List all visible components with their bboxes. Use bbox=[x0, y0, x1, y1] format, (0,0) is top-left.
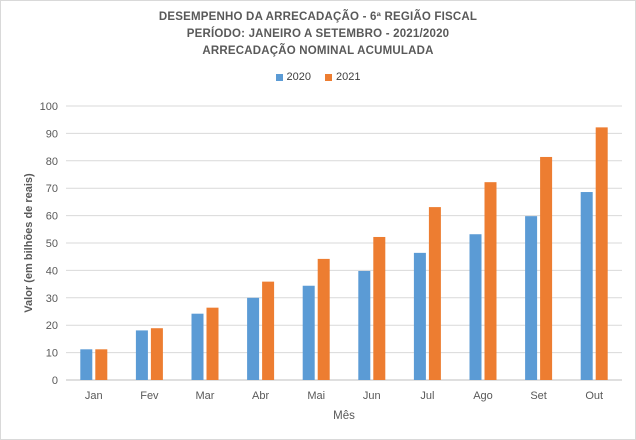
bar-2020-jun bbox=[358, 270, 371, 380]
bar-2021-out bbox=[595, 127, 608, 380]
y-axis-title: Valor (em bilhões de reais) bbox=[23, 173, 35, 313]
bar-2020-set bbox=[525, 216, 538, 380]
chart-legend: 2020 2021 bbox=[0, 71, 636, 83]
y-tick-label: 20 bbox=[46, 320, 58, 332]
x-tick-label: Abr bbox=[252, 390, 269, 402]
y-tick-label: 90 bbox=[46, 128, 58, 140]
bar-2021-jan bbox=[95, 349, 108, 380]
bar-2021-mai bbox=[317, 258, 330, 380]
legend-label-2021: 2021 bbox=[336, 71, 361, 83]
bar-2020-mai bbox=[302, 285, 315, 380]
legend-label-2020: 2020 bbox=[286, 71, 311, 83]
bar-2020-fev bbox=[135, 330, 148, 380]
x-tick-label: Mai bbox=[307, 390, 325, 402]
y-tick-label: 50 bbox=[46, 238, 58, 250]
legend-item-2021: 2021 bbox=[325, 71, 360, 83]
bar-2020-out bbox=[580, 192, 593, 380]
x-tick-label: Ago bbox=[473, 390, 493, 402]
bar-2021-jun bbox=[373, 236, 386, 380]
chart-title-line-2: PERÍODO: JANEIRO A SETEMBRO - 2021/2020 bbox=[186, 28, 450, 40]
y-tick-label: 30 bbox=[46, 293, 58, 305]
bar-2020-ago bbox=[469, 234, 482, 380]
y-tick-label: 0 bbox=[52, 375, 58, 387]
bar-2021-ago bbox=[484, 182, 497, 380]
x-tick-label: Jan bbox=[85, 390, 103, 402]
legend-swatch-2021 bbox=[325, 73, 332, 81]
x-tick-label: Jul bbox=[420, 390, 434, 402]
chart-title-line-1: DESEMPENHO DA ARRECADAÇÃO - 6ª REGIÃO FI… bbox=[158, 11, 478, 23]
legend-swatch-2020 bbox=[275, 73, 283, 81]
x-axis-title: Mês bbox=[333, 410, 355, 422]
x-tick-label: Mar bbox=[196, 390, 215, 402]
x-tick-label: Out bbox=[585, 390, 603, 402]
bar-2021-fev bbox=[150, 328, 163, 380]
y-tick-label: 60 bbox=[46, 211, 58, 223]
bar-2021-set bbox=[540, 156, 553, 380]
bar-2020-mar bbox=[191, 313, 204, 380]
bar-2020-jan bbox=[80, 349, 93, 380]
x-tick-label: Jun bbox=[363, 390, 381, 402]
x-tick-label: Fev bbox=[140, 390, 159, 402]
legend-item-2020: 2020 bbox=[275, 71, 311, 83]
bar-2021-abr bbox=[262, 281, 275, 380]
y-tick-label: 80 bbox=[46, 156, 58, 168]
x-tick-label: Set bbox=[530, 390, 547, 402]
y-tick-label: 70 bbox=[46, 183, 58, 195]
chart-title-line-3: ARRECADAÇÃO NOMINAL ACUMULADA bbox=[202, 45, 434, 57]
bar-2020-jul bbox=[413, 252, 426, 380]
y-tick-label: 100 bbox=[40, 101, 58, 113]
bar-2021-jul bbox=[428, 207, 441, 380]
bar-2020-abr bbox=[247, 297, 260, 380]
y-tick-label: 10 bbox=[46, 348, 58, 360]
bar-2021-mar bbox=[206, 307, 219, 380]
y-tick-label: 40 bbox=[46, 265, 58, 277]
